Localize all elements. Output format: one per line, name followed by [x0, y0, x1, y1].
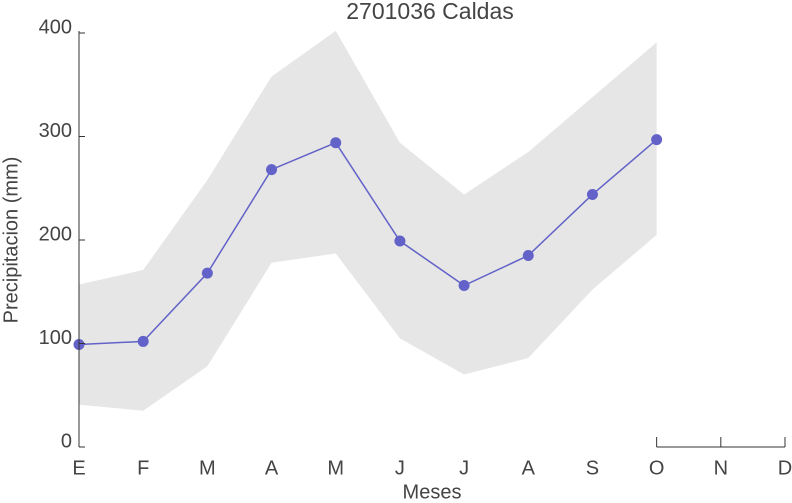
data-point — [522, 250, 534, 262]
data-point — [586, 188, 598, 200]
y-tick-label: 200 — [39, 223, 72, 245]
band-area — [79, 30, 657, 411]
x-tick-label: J — [459, 457, 469, 479]
x-tick-label: M — [327, 457, 344, 479]
y-tick-label: 100 — [39, 327, 72, 349]
data-point — [201, 267, 213, 279]
chart-title: 2701036 Caldas — [346, 0, 514, 24]
y-tick-label: 0 — [61, 430, 72, 452]
x-tick-label: E — [72, 457, 85, 479]
x-tick-label: A — [265, 457, 279, 479]
y-axis-label: Precipitacion (mm) — [0, 157, 22, 324]
x-tick-label: O — [649, 457, 665, 479]
x-tick-label: D — [778, 457, 792, 479]
data-point — [137, 335, 149, 347]
series-line — [78, 139, 658, 346]
y-tick-label: 300 — [39, 120, 72, 142]
x-tick-label: N — [714, 457, 728, 479]
x-tick-label: J — [395, 457, 405, 479]
x-tick-label: A — [522, 457, 536, 479]
data-point — [266, 164, 278, 176]
x-tick-label: M — [199, 457, 216, 479]
data-point — [330, 137, 342, 149]
data-point — [394, 235, 406, 247]
y-tick-label: 400 — [39, 16, 72, 38]
x-axis-label: Meses — [403, 481, 462, 503]
x-tick-label: S — [586, 457, 599, 479]
data-point — [458, 280, 470, 292]
x-tick-label: F — [137, 457, 149, 479]
data-point — [651, 134, 663, 146]
